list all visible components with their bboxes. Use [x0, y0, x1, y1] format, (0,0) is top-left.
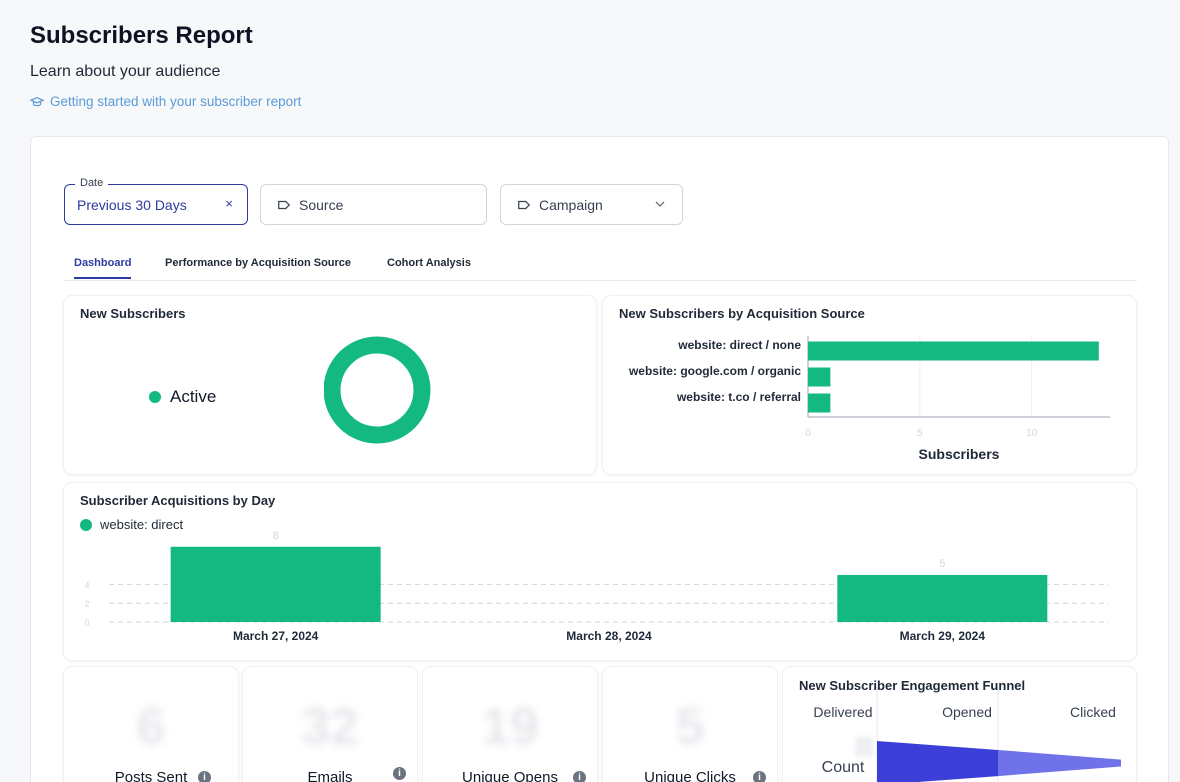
acquisition-source-chart: 0 5 10 website: direct / none website: googl…: [623, 332, 1110, 462]
tab-dashboard[interactable]: Dashboard: [74, 257, 132, 279]
stat-label: Unique Opens: [462, 769, 558, 782]
bar-2: [837, 574, 1048, 622]
info-icon[interactable]: i: [753, 771, 766, 782]
x-tick-label: March 28, 2024: [566, 629, 652, 643]
source-filter[interactable]: Source: [260, 184, 487, 225]
x-axis-title: Subscribers: [919, 446, 1000, 462]
info-icon[interactable]: i: [573, 771, 586, 782]
funnel-value-blur: [855, 737, 873, 757]
date-filter-value: Previous 30 Days: [77, 196, 187, 213]
date-filter-legend: Date: [75, 177, 109, 189]
bar-2: [808, 393, 831, 413]
x-tick-label: 10: [1026, 428, 1038, 439]
funnel-column-label: Delivered: [813, 704, 872, 720]
tag-icon: [278, 200, 291, 209]
legend-marker: [149, 391, 161, 403]
y-tick-label: 4: [84, 580, 89, 590]
y-tick-label: 2: [84, 599, 89, 609]
new-subscribers-donut: [324, 336, 431, 444]
funnel-column-label: Clicked: [1070, 704, 1116, 720]
funnel-row-label: Count: [822, 759, 865, 776]
stat-value: 6: [136, 698, 166, 756]
y-axis-title: Acquisition Source: [623, 332, 639, 438]
campaign-filter-label: Campaign: [539, 196, 603, 213]
clear-date-button[interactable]: ×: [225, 196, 233, 211]
donut-slice-active: [324, 336, 431, 444]
by-day-legend: website: direct: [80, 517, 183, 532]
acquisitions-by-day-panel: Subscriber Acquisitions by Day website: …: [64, 483, 1136, 660]
chevron-down-icon: [655, 201, 665, 207]
page-title: Subscribers Report: [30, 22, 253, 49]
acquisitions-by-day-title: Subscriber Acquisitions by Day: [80, 493, 276, 508]
engagement-funnel-panel: New Subscriber Engagement Funnel Deliver…: [783, 667, 1136, 782]
engagement-funnel-chart: Delivered Opened Clicked Count: [813, 687, 1121, 782]
source-filter-label: Source: [299, 196, 344, 213]
data-label: 8: [273, 530, 279, 542]
engagement-funnel-title: New Subscriber Engagement Funnel: [799, 678, 1026, 693]
bar-1: [808, 367, 831, 387]
x-tick-label: March 27, 2024: [233, 629, 319, 643]
acquisitions-by-day-chart: 0 2 4 8 March 27, 2024 March 28, 2024 5 March 2…: [84, 530, 1109, 643]
legend-marker: [80, 518, 92, 531]
graduation-cap-icon: [30, 96, 44, 106]
getting-started-link-label: Getting started with your subscriber rep…: [50, 94, 302, 109]
funnel-segment-delivered: [877, 741, 998, 782]
funnel-column-label: Opened: [942, 704, 992, 720]
info-icon[interactable]: i: [198, 771, 211, 782]
tag-icon: [518, 200, 531, 209]
page-subtitle: Learn about your audience: [30, 63, 221, 80]
x-tick-label: March 29, 2024: [900, 629, 986, 643]
bar-0: [170, 546, 381, 622]
by-day-legend-label: website: direct: [100, 517, 184, 532]
stat-card-emails: 32 Emails i: [243, 667, 417, 782]
tab-performance-by-acquisition-source[interactable]: Performance by Acquisition Source: [165, 257, 352, 269]
stat-value: 32: [301, 698, 359, 756]
info-icon[interactable]: i: [393, 767, 406, 780]
stat-value: 19: [481, 698, 539, 756]
tab-cohort-analysis[interactable]: Cohort Analysis: [387, 257, 471, 269]
y-tick-label: 0: [84, 618, 89, 628]
donut-legend-label: Active: [170, 387, 217, 406]
stat-label: Posts Sent: [114, 769, 188, 782]
y-tick-label: website: t.co / referral: [676, 390, 801, 404]
stat-label: Emails: [307, 769, 353, 782]
y-tick-label: website: google.com / organic: [628, 364, 801, 378]
date-filter[interactable]: Date Previous 30 Days ×: [64, 177, 248, 225]
x-tick-label: 5: [917, 428, 923, 439]
stat-value: 5: [675, 698, 705, 756]
stat-card-unique-clicks: 5 Unique Clicks i: [603, 667, 777, 782]
donut-legend: Active: [149, 387, 216, 407]
acquisition-source-panel: New Subscribers by Acquisition Source 0 5…: [603, 296, 1136, 474]
report-tabs: Dashboard Performance by Acquisition Sou…: [64, 249, 1137, 281]
bar-0: [808, 341, 1099, 361]
stat-card-unique-opens: 19 Unique Opens i: [423, 667, 597, 782]
new-subscribers-panel: New Subscribers Active: [64, 296, 596, 474]
getting-started-link[interactable]: Getting started with your subscriber rep…: [30, 94, 301, 109]
acquisition-source-title: New Subscribers by Acquisition Source: [619, 306, 865, 321]
data-label: 5: [939, 558, 945, 570]
y-tick-label: website: direct / none: [677, 338, 801, 352]
x-tick-label: 0: [805, 428, 811, 439]
report-card: Date Previous 30 Days × Source Campaign …: [30, 136, 1169, 782]
funnel-segment-opened: [998, 749, 1121, 777]
new-subscribers-title: New Subscribers: [80, 306, 186, 321]
campaign-filter[interactable]: Campaign: [500, 184, 683, 225]
stat-label: Unique Clicks: [644, 769, 736, 782]
stat-card-posts-sent: 6 Posts Sent i: [64, 667, 238, 782]
